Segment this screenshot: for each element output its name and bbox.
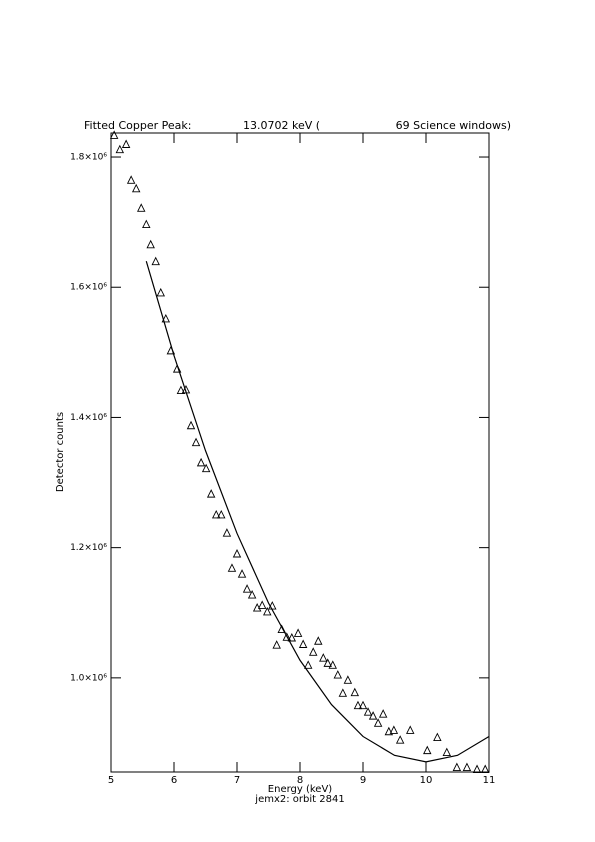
title-part: 13.0702 keV ( [243, 119, 320, 132]
x-tick-label: 5 [108, 775, 114, 786]
data-point [115, 144, 125, 154]
data-point [433, 732, 442, 742]
data-point [314, 636, 323, 645]
data-point [442, 747, 452, 757]
data-point [201, 463, 211, 473]
data-point [472, 764, 482, 773]
data-point [151, 256, 160, 266]
y-tick-label: 1.6×10⁶ [70, 283, 107, 293]
data-point [406, 725, 415, 734]
x-tick-label: 8 [297, 775, 303, 786]
data-point [186, 420, 196, 430]
data-point [395, 735, 405, 744]
data-point [263, 606, 272, 616]
data-point [287, 632, 297, 642]
data-point [176, 385, 186, 395]
data-point [196, 457, 206, 467]
data-point [452, 762, 462, 772]
fit-curve [145, 261, 490, 763]
x-tick-label: 7 [234, 775, 240, 786]
data-point [363, 707, 373, 716]
data-point [131, 183, 141, 193]
data-point [319, 653, 328, 662]
subtitle: jemx2: orbit 2841 [254, 794, 344, 805]
data-point [232, 549, 242, 558]
data-point [206, 489, 216, 498]
x-tick-label: 10 [420, 775, 433, 786]
data-point [298, 639, 308, 648]
data-point [211, 509, 221, 519]
data-point [121, 139, 131, 148]
y-tick-label: 1.8×10⁶ [70, 153, 107, 163]
data-point [257, 600, 267, 609]
data-point [161, 313, 171, 323]
data-point [282, 632, 291, 641]
title-part: Fitted Copper Peak: [84, 119, 191, 132]
x-tick-label: 9 [360, 775, 366, 786]
data-point [272, 640, 281, 649]
data-point [293, 628, 303, 637]
data-point [373, 718, 383, 727]
data-point [343, 675, 353, 684]
data-point [462, 762, 472, 772]
data-point [191, 437, 201, 447]
data-point [247, 590, 257, 599]
data-point [237, 569, 247, 578]
data-point [423, 745, 432, 755]
data-point [358, 700, 368, 710]
data-point [338, 688, 348, 697]
data-point [217, 509, 226, 519]
y-axis-label: Detector counts [55, 412, 66, 492]
data-point [378, 709, 388, 718]
data-point [109, 130, 119, 139]
data-point [137, 203, 146, 212]
y-tick-label: 1.4×10⁶ [70, 413, 107, 423]
data-point [156, 287, 165, 297]
data-point [309, 647, 318, 656]
data-point [368, 711, 378, 720]
data-point [222, 528, 232, 537]
data-point [480, 764, 490, 773]
data-point [242, 584, 252, 593]
data-point [126, 175, 136, 184]
x-tick-label: 6 [171, 775, 177, 786]
data-point [384, 726, 394, 736]
x-axis-label: Energy (keV) [268, 784, 333, 795]
data-point [227, 563, 237, 572]
data-point [146, 239, 155, 249]
data-point [353, 700, 363, 710]
y-tick-label: 1.0×10⁶ [70, 673, 107, 683]
data-point [328, 660, 337, 669]
x-tick-label: 11 [483, 775, 496, 786]
data-point [333, 670, 343, 679]
y-tick-label: 1.2×10⁶ [70, 543, 107, 553]
title-part: 69 Science windows) [396, 119, 511, 132]
data-point [389, 725, 399, 734]
data-point [323, 658, 332, 667]
data-point [350, 687, 360, 697]
data-point [142, 219, 151, 229]
data-point [303, 660, 313, 669]
